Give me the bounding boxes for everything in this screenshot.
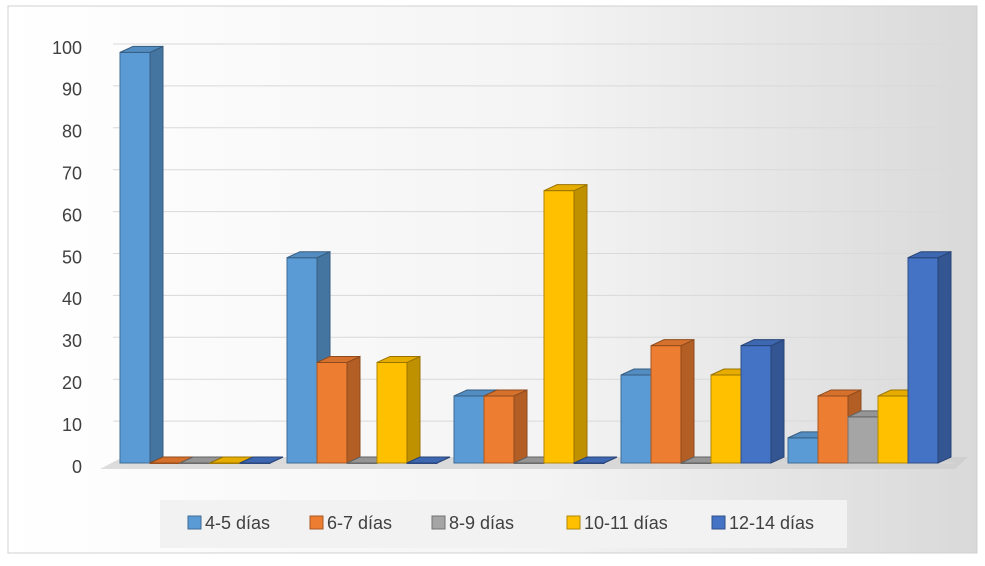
bar xyxy=(620,374,652,464)
legend-swatch xyxy=(431,515,446,530)
bar xyxy=(817,395,849,464)
y-tick-label: 40 xyxy=(62,289,82,309)
bar-top xyxy=(543,184,588,192)
legend-swatch xyxy=(187,515,202,530)
y-tick-label: 70 xyxy=(62,163,82,183)
legend-box xyxy=(160,500,847,548)
legend-label: 12-14 días xyxy=(729,513,814,533)
y-tick-label: 50 xyxy=(62,247,82,267)
bar-top xyxy=(316,355,361,363)
bar-top xyxy=(907,251,952,259)
bar-top xyxy=(119,45,164,53)
legend-swatch xyxy=(566,515,581,530)
y-tick-label: 80 xyxy=(62,122,82,142)
bar xyxy=(376,361,408,464)
bar-top xyxy=(286,251,331,259)
bar xyxy=(907,257,939,464)
bar-side xyxy=(149,45,164,464)
bar xyxy=(710,374,742,464)
bar-side xyxy=(770,338,785,464)
bar-top xyxy=(817,389,862,397)
y-tick-label: 0 xyxy=(72,457,82,477)
bar-side xyxy=(346,355,361,464)
bar xyxy=(847,416,879,464)
bar xyxy=(286,257,318,464)
bar xyxy=(787,437,819,464)
bar-top xyxy=(740,339,785,347)
y-tick-label: 60 xyxy=(62,205,82,225)
bar-top xyxy=(239,456,284,464)
legend-label: 4-5 días xyxy=(205,513,270,533)
bar-top xyxy=(376,355,421,363)
bar-side xyxy=(513,389,528,464)
bar-side xyxy=(680,338,695,464)
bar xyxy=(650,345,682,464)
bar-top xyxy=(650,339,695,347)
legend-swatch xyxy=(711,515,726,530)
y-tick-label: 100 xyxy=(52,38,82,58)
bar-top xyxy=(483,389,528,397)
y-tick-label: 30 xyxy=(62,331,82,351)
y-tick-label: 20 xyxy=(62,373,82,393)
legend-label: 10-11 días xyxy=(584,513,668,533)
bar xyxy=(316,361,348,464)
bar-side xyxy=(937,250,952,464)
bar-top xyxy=(406,456,451,464)
bar xyxy=(543,190,575,464)
bar xyxy=(877,395,909,464)
bar xyxy=(740,345,772,464)
bar xyxy=(483,395,515,464)
bar xyxy=(119,51,151,464)
legend-label: 8-9 días xyxy=(449,513,514,533)
legend-swatch xyxy=(309,515,324,530)
bar xyxy=(453,395,485,464)
bar-side xyxy=(573,183,588,464)
y-tick-label: 90 xyxy=(62,80,82,100)
y-tick-label: 10 xyxy=(62,415,82,435)
bar-side xyxy=(406,355,421,464)
legend-label: 6-7 días xyxy=(327,513,392,533)
bar-top xyxy=(573,456,618,464)
